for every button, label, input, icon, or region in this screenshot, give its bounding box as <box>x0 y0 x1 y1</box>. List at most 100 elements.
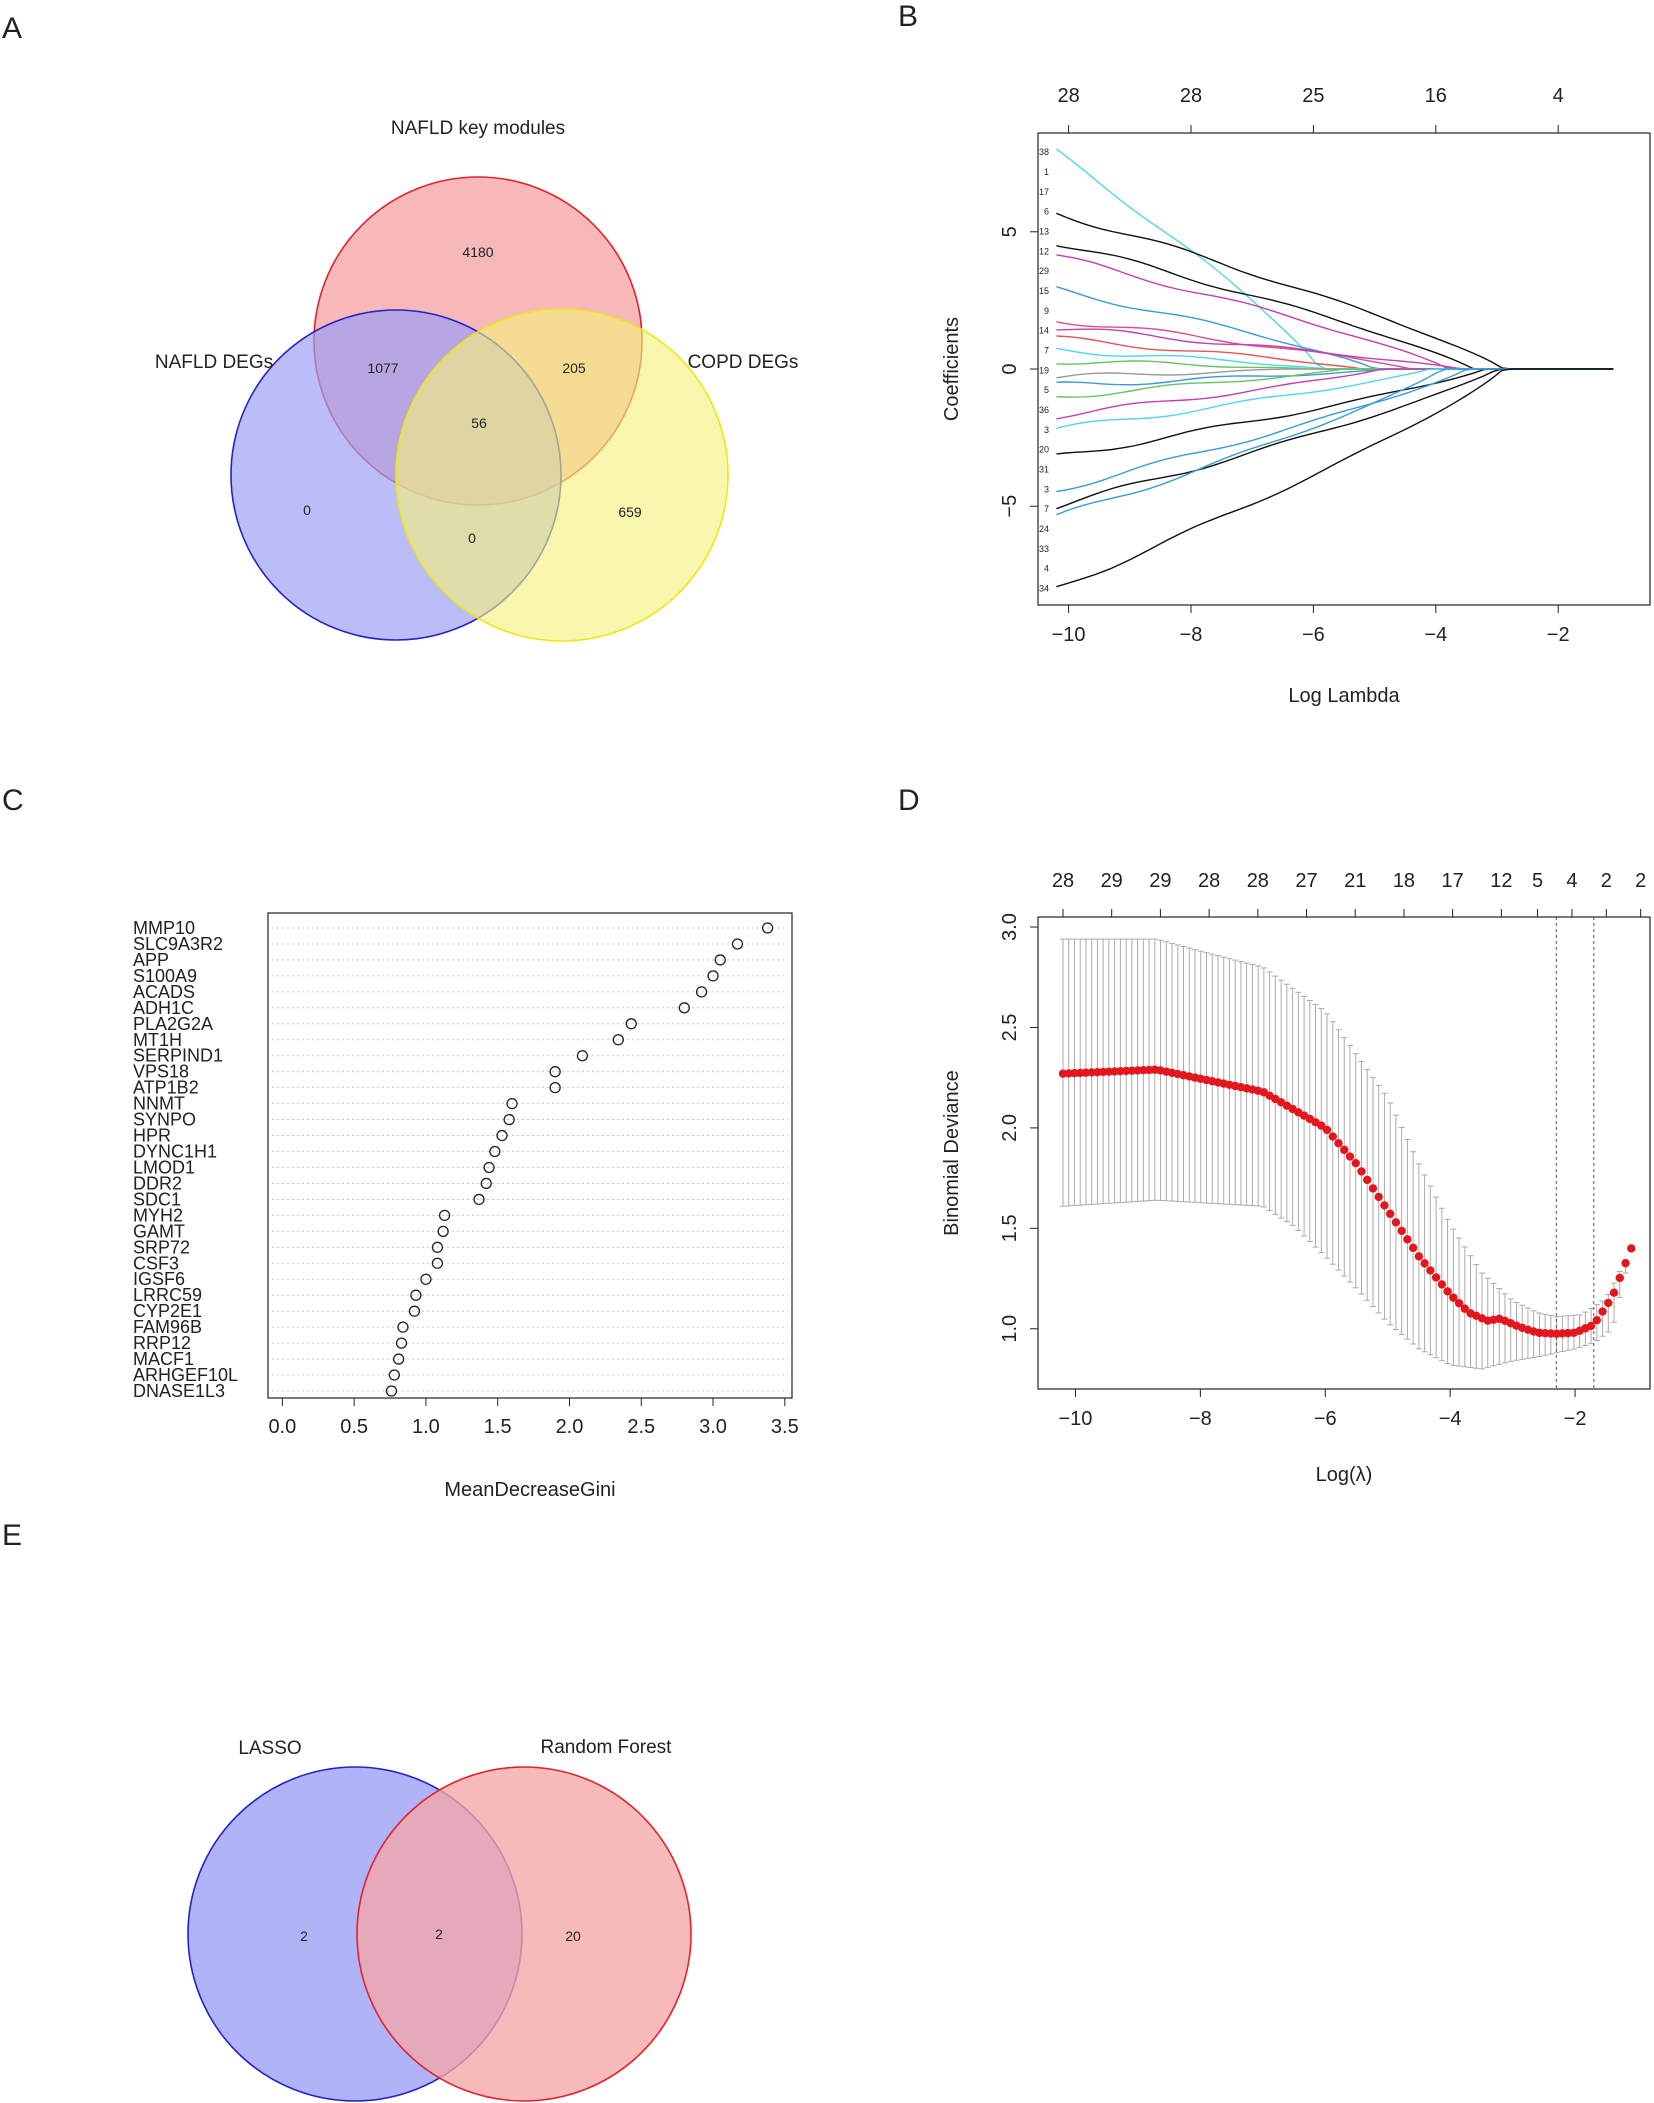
rf-gene-label: MYH2 <box>133 1205 183 1225</box>
rf-x-tick-label: 0.0 <box>268 1416 296 1438</box>
venn-a-count-key-only: 4180 <box>462 244 493 260</box>
rf-importance-point <box>431 1241 444 1253</box>
venn-a-count-copd-only: 659 <box>618 504 642 520</box>
cv-x-ticks: −10 −8 −6 −4 −2 <box>1059 1389 1587 1430</box>
lasso-top-tick-label: 28 <box>1057 85 1079 107</box>
cv-mean-point <box>1363 1175 1372 1185</box>
cv-mean-point <box>1345 1152 1355 1161</box>
lasso-top-tick-label: 4 <box>1553 85 1564 107</box>
panel-c-label: C <box>2 784 24 817</box>
cv-mean-point <box>1317 1121 1326 1130</box>
cv-top-axis: 28 29 29 28 28 27 21 18 17 12 5 4 2 2 <box>1052 870 1646 917</box>
lasso-top-tick-label: 28 <box>1180 85 1202 107</box>
rf-gene-label: FAM96B <box>133 1317 202 1337</box>
venn-a-count-key-nafld: 1077 <box>367 360 398 376</box>
venn-a-circle-copd-degs <box>395 308 729 642</box>
cv-mean-point <box>1368 1184 1378 1193</box>
panel-e-label: E <box>2 1519 22 1552</box>
cv-top-tick-label: 2 <box>1635 870 1646 892</box>
rf-importance-point <box>549 1066 561 1078</box>
panel-d-label: D <box>898 784 920 817</box>
rf-importance-point <box>506 1097 518 1110</box>
rf-importance-rows: MMP10SLC9A3R2APPS100A9ACADSADH1CPLA2G2AM… <box>133 918 788 1401</box>
venn-e-set-label-lasso: LASSO <box>238 1738 301 1759</box>
cv-mean-point <box>1460 1304 1469 1313</box>
venn-a-count-nafld-only: 0 <box>303 502 311 518</box>
rf-importance-point <box>420 1273 432 1285</box>
cv-mean-point <box>1391 1218 1401 1227</box>
lasso-path-29 <box>1056 328 1614 370</box>
rf-x-ticks: 0.0 0.5 1.0 1.5 2.0 2.5 3.0 3.5 <box>268 1398 799 1438</box>
lasso-coefficient-paths <box>1055 148 1614 588</box>
panel-d: D −10 −8 −6 −4 −2 1.01.52.02.53.0 28 29 29 28 28… <box>898 784 1651 1486</box>
cv-mean-point <box>1385 1209 1395 1219</box>
rf-importance-point <box>714 954 726 966</box>
lasso-y-ticks: −5 0 5 <box>999 226 1038 518</box>
lasso-path-label: 20 <box>1039 445 1049 455</box>
rf-gene-label: IGSF6 <box>133 1269 185 1289</box>
cv-top-tick-label: 2 <box>1601 870 1612 892</box>
cv-y-tick-label: 2.0 <box>999 1114 1021 1142</box>
cv-top-tick-label: 5 <box>1532 870 1543 892</box>
rf-importance-point <box>549 1082 561 1094</box>
cv-mean-point <box>1408 1243 1418 1253</box>
lasso-path-label: 9 <box>1044 306 1049 316</box>
rf-gene-label: SERPIND1 <box>133 1046 223 1066</box>
cv-x-tick-label: −2 <box>1564 1408 1587 1430</box>
rf-x-tick-label: 2.5 <box>627 1416 655 1438</box>
rf-importance-point <box>707 970 719 982</box>
rf-gene-label: LRRC59 <box>133 1285 202 1305</box>
lasso-path-label: 15 <box>1039 286 1049 296</box>
cv-mean-point <box>1328 1132 1337 1141</box>
cv-mean-point <box>1351 1158 1360 1168</box>
lasso-path-label: 14 <box>1039 326 1049 336</box>
lasso-path-label: 3 <box>1044 484 1049 494</box>
rf-gene-label: MT1H <box>133 1030 182 1050</box>
lasso-path-4 <box>1056 368 1614 516</box>
cv-y-tick-label: 2.5 <box>999 1014 1021 1042</box>
cv-mean-point <box>1420 1259 1429 1268</box>
rf-gene-label: HPR <box>133 1126 171 1146</box>
rf-importance-point <box>410 1289 422 1301</box>
venn-a-count-nafld-copd: 0 <box>468 530 476 546</box>
rf-x-tick-label: 3.5 <box>771 1416 799 1438</box>
cv-x-tick-label: −4 <box>1439 1408 1462 1430</box>
lasso-top-tick-label: 25 <box>1302 85 1324 107</box>
lasso-path-12 <box>1056 321 1614 370</box>
cv-y-ticks: 1.0 1.5 2.0 2.5 3.0 <box>999 913 1038 1343</box>
rf-importance-point <box>385 1385 398 1397</box>
cv-mean-point <box>1426 1266 1435 1275</box>
cv-mean-point <box>1609 1288 1619 1297</box>
cv-mean-point <box>1374 1192 1383 1202</box>
lasso-path-label: 38 <box>1039 147 1049 157</box>
rf-gene-label: SYNPO <box>133 1110 196 1130</box>
rf-importance-point <box>395 1337 408 1349</box>
rf-gene-label: SRP72 <box>133 1237 190 1257</box>
cv-mean-point <box>1627 1244 1636 1253</box>
rf-importance-point <box>496 1129 508 1142</box>
rf-importance-point <box>761 922 774 934</box>
lasso-path-31 <box>1056 368 1614 455</box>
cv-mean-point <box>1615 1273 1624 1283</box>
cv-y-tick-label: 3.0 <box>999 913 1021 941</box>
cv-lambda-lines <box>1555 917 1595 1389</box>
cv-mean-point <box>1449 1293 1458 1302</box>
venn-a-count-all-three: 56 <box>471 415 487 431</box>
lasso-x-tick-label: −6 <box>1302 624 1325 646</box>
rf-importance-point <box>437 1225 449 1237</box>
cv-top-tick-label: 21 <box>1344 870 1366 892</box>
cv-top-tick-label: 4 <box>1566 870 1577 892</box>
rf-importance-point <box>480 1177 492 1190</box>
lasso-path-34 <box>1056 368 1614 588</box>
lasso-x-ticks: −10 −8 −6 −4 −2 <box>1052 605 1570 646</box>
rf-gene-label: PLA2G2A <box>133 1014 213 1034</box>
cv-mean-point <box>1357 1167 1366 1176</box>
rf-gene-label: VPS18 <box>133 1062 189 1082</box>
lasso-x-tick-label: −4 <box>1424 624 1447 646</box>
rf-importance-point <box>489 1145 501 1158</box>
cv-mean-point <box>1592 1315 1602 1325</box>
lasso-path-label: 34 <box>1039 584 1049 594</box>
lasso-path-label: 17 <box>1039 187 1049 197</box>
cv-top-tick-label: 29 <box>1101 870 1123 892</box>
venn-a-set-label-nafld-degs: NAFLD DEGs <box>155 352 273 373</box>
